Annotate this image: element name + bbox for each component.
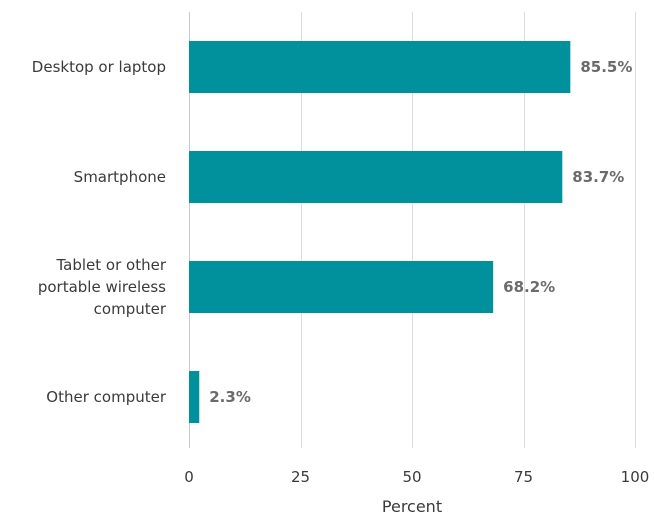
category-label: Other computer [46, 388, 167, 406]
category-label: Tablet or other portable wireless computer [38, 256, 167, 318]
bars [189, 41, 571, 423]
category-label-line: portable wireless [38, 278, 166, 296]
category-label: Smartphone [74, 168, 166, 186]
bar[interactable] [189, 41, 571, 93]
x-axis-ticks: 0 25 50 75 100 [184, 468, 649, 486]
x-tick-label: 50 [402, 468, 421, 486]
x-tick-label: 75 [514, 468, 533, 486]
category-label-line: Desktop or laptop [32, 58, 166, 76]
bar-value-label: 85.5% [580, 58, 632, 76]
bar-value-label: 68.2% [503, 278, 555, 296]
category-labels: Desktop or laptop Smartphone Tablet or oth… [32, 58, 167, 406]
category-label: Desktop or laptop [32, 58, 166, 76]
bar[interactable] [189, 261, 494, 313]
bar[interactable] [189, 371, 200, 423]
bar[interactable] [189, 151, 563, 203]
category-label-line: Other computer [46, 388, 167, 406]
x-tick-label: 25 [291, 468, 310, 486]
x-tick-label: 0 [184, 468, 194, 486]
category-label-line: Smartphone [74, 168, 166, 186]
x-axis-title: Percent [382, 497, 442, 515]
category-label-line: computer [94, 300, 167, 318]
category-label-line: Tablet or other [55, 256, 166, 274]
x-tick-label: 100 [621, 468, 650, 486]
value-labels: 85.5% 83.7% 68.2% 2.3% [209, 58, 632, 406]
bar-value-label: 83.7% [572, 168, 624, 186]
bar-value-label: 2.3% [209, 388, 251, 406]
